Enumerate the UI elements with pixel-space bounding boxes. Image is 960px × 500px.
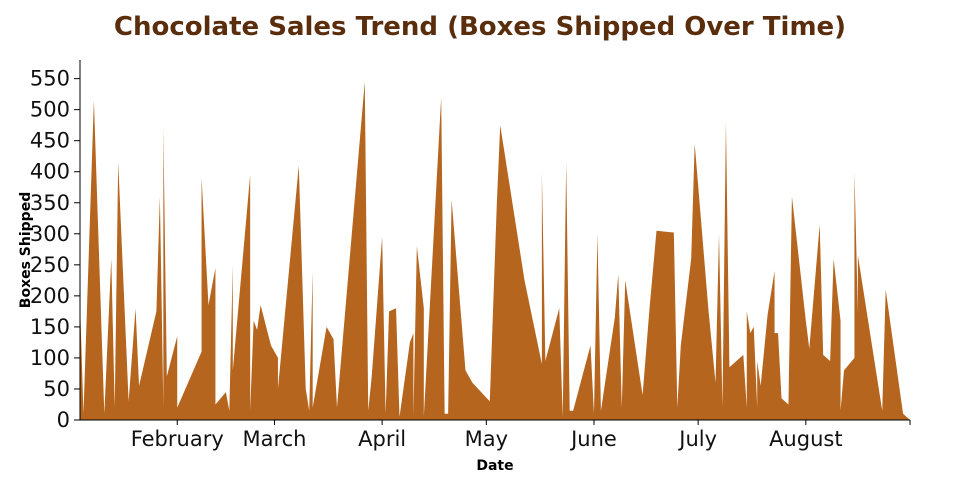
y-tick-label: 100	[30, 346, 70, 370]
series-area	[80, 81, 910, 420]
y-tick-label: 550	[30, 67, 70, 91]
y-tick-label: 150	[30, 315, 70, 339]
axis-layer: Date Boxes Shipped 0 50 100 150 200 250 300 350…	[18, 60, 911, 474]
y-tick-label: 500	[30, 98, 70, 122]
y-tick-label: 250	[30, 253, 70, 277]
y-tick-label: 450	[30, 129, 70, 153]
plot-layer	[80, 81, 910, 420]
y-tick-label: 350	[30, 191, 70, 215]
x-axis-title: Date	[476, 458, 513, 474]
y-tick-label: 0	[57, 408, 70, 432]
x-tick-label: February	[131, 427, 224, 451]
x-tick-label: April	[358, 427, 406, 451]
x-tick-label: June	[569, 427, 617, 451]
y-tick-label: 50	[43, 377, 70, 401]
x-tick-label: July	[677, 427, 717, 451]
y-tick-label: 400	[30, 160, 70, 184]
y-tick-label: 200	[30, 284, 70, 308]
y-tick-label: 300	[30, 222, 70, 246]
x-tick-label: May	[465, 427, 508, 451]
x-tick-label: March	[242, 427, 306, 451]
chart-title: Chocolate Sales Trend (Boxes Shipped Ove…	[113, 12, 847, 42]
x-tick-label: August	[769, 427, 843, 451]
y-axis-title: Boxes Shipped	[18, 192, 34, 308]
